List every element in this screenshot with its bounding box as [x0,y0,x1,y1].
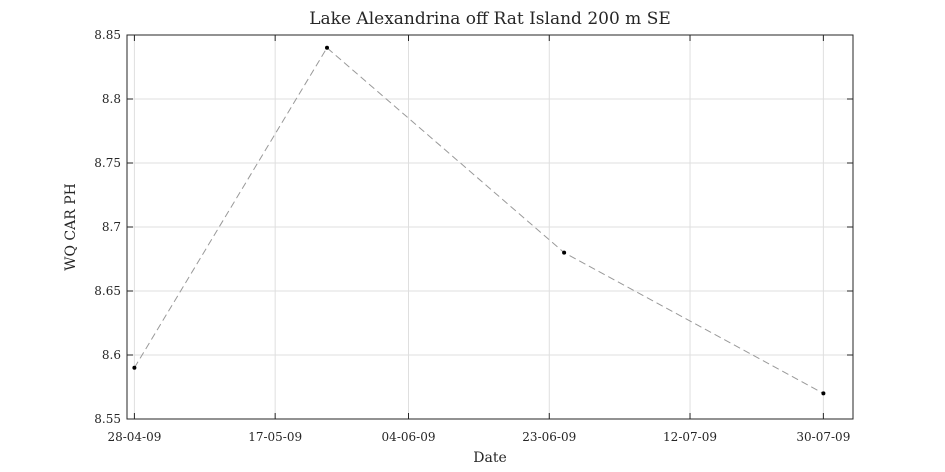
y-tick-label: 8.7 [102,220,121,234]
x-tick-label: 30-07-09 [796,430,850,444]
x-tick-label: 28-04-09 [107,430,161,444]
y-tick-label: 8.55 [94,412,121,426]
x-tick-label: 23-06-09 [522,430,576,444]
y-axis-title: WQ CAR PH [63,183,79,271]
x-tick-label: 04-06-09 [382,430,436,444]
x-tick-label: 12-07-09 [663,430,717,444]
y-tick-label: 8.75 [94,156,121,170]
series-line [133,47,824,394]
series-layer [132,45,826,396]
chart-title: Lake Alexandrina off Rat Island 200 m SE [309,9,671,29]
x-tick-label: 17-05-09 [248,430,302,444]
y-tick-label: 8.65 [94,284,121,298]
grid-layer [127,34,853,420]
y-tick-label: 8.85 [94,28,121,42]
tick-layer: 28-04-09 17-05-09 04-06-09 23-06-09 12-07-09… [94,28,853,444]
x-axis-title: Date [473,450,506,466]
data-point [132,365,137,370]
y-tick-label: 8.6 [102,348,121,362]
data-point [325,45,329,50]
data-point [562,250,567,255]
data-point [821,391,826,396]
y-tick-label: 8.8 [102,92,121,106]
